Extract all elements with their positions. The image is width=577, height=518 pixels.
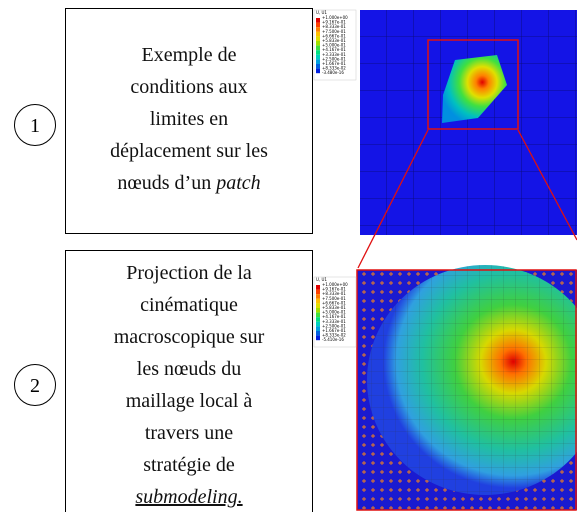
legend-swatch [316, 308, 320, 313]
legend-swatch [316, 55, 320, 60]
legend-swatch [316, 36, 320, 41]
figure: 1 Exemple deconditions auxlimites endépl… [0, 0, 577, 518]
legend-swatch [316, 285, 320, 290]
legend-swatch [316, 46, 320, 51]
legend-swatch [316, 294, 320, 299]
legend-swatch [316, 331, 320, 336]
legend-swatch [316, 326, 320, 331]
legend-swatch [316, 290, 320, 295]
legend-label: -5.410e-16 [322, 337, 344, 342]
legend-swatch [316, 18, 320, 23]
legend-swatch [316, 59, 320, 64]
submodel-image [357, 265, 577, 510]
legend-swatch [316, 64, 320, 69]
legend-swatch [316, 313, 320, 318]
legend-swatch [316, 336, 320, 341]
legend-swatch [316, 69, 320, 74]
illustrations: U, U1+1.000e+00+9.167e-01+8.333e-01+7.50… [0, 0, 577, 518]
legend: U, U1+1.000e+00+9.167e-01+8.333e-01+7.50… [314, 277, 356, 347]
legend: U, U1+1.000e+00+9.167e-01+8.333e-01+7.50… [314, 10, 356, 80]
legend-swatch [316, 322, 320, 327]
patch-image [358, 10, 577, 268]
legend-swatch [316, 299, 320, 304]
legend-swatch [316, 27, 320, 32]
legend-swatch [316, 23, 320, 28]
legend-swatch [316, 303, 320, 308]
legend-swatch [316, 41, 320, 46]
legend-swatch [316, 317, 320, 322]
legend-swatch [316, 50, 320, 55]
legend-label: -3.480e-16 [322, 70, 344, 75]
legend-swatch [316, 32, 320, 37]
